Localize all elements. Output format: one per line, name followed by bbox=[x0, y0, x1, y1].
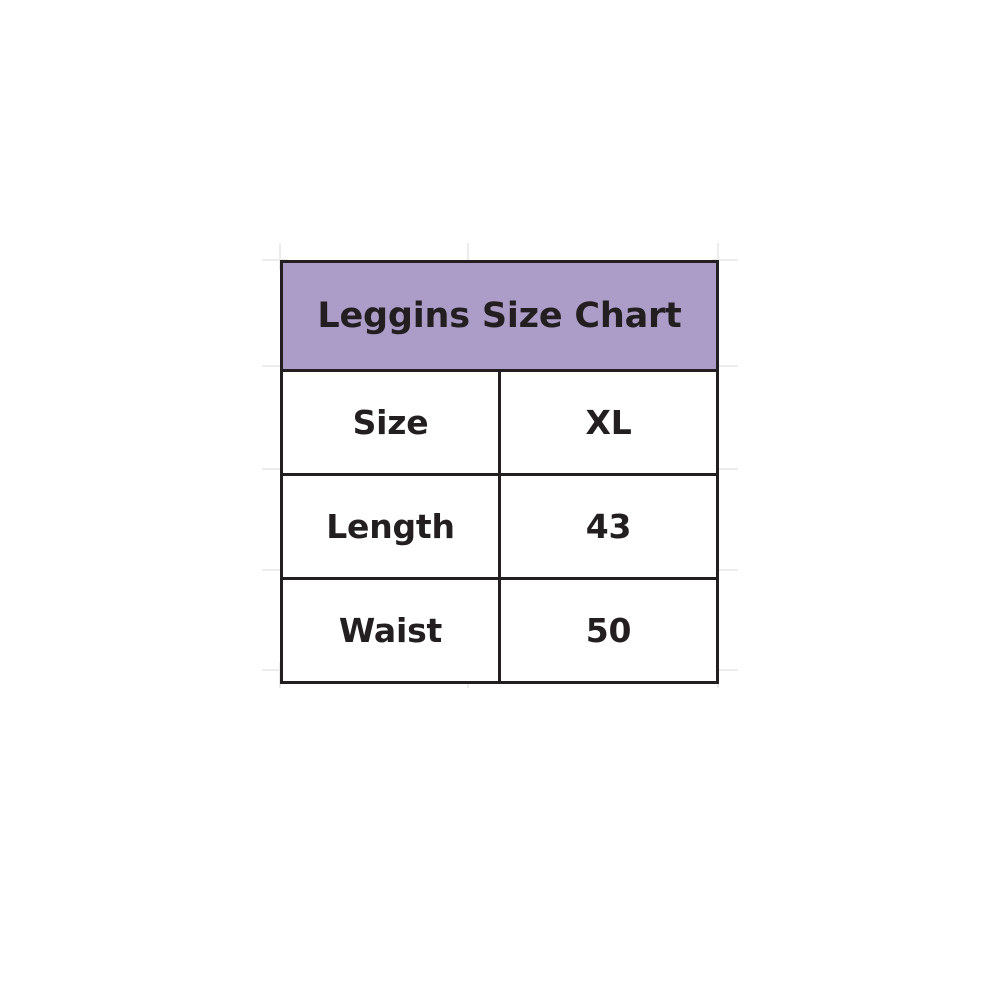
gridline-horizontal-row-2 bbox=[262, 569, 288, 571]
row-label-length: Length bbox=[280, 473, 501, 580]
row-value-size: XL bbox=[498, 369, 719, 476]
gridline-horizontal-row-2-right bbox=[712, 569, 738, 571]
row-label-waist: Waist bbox=[280, 577, 501, 684]
row-value-waist: 50 bbox=[498, 577, 719, 684]
gridline-horizontal-row-1 bbox=[262, 468, 288, 470]
row-value-length: 43 bbox=[498, 473, 719, 580]
gridline-vertical-right bbox=[717, 243, 719, 270]
gridline-horizontal-bottom bbox=[262, 669, 288, 671]
gridline-horizontal-top bbox=[262, 259, 288, 261]
table-row: Length 43 bbox=[280, 473, 719, 580]
gridline-horizontal-bottom-right bbox=[712, 669, 738, 671]
row-label-size: Size bbox=[280, 369, 501, 476]
size-chart-table: Leggins Size Chart Size XL Length 43 Wai… bbox=[280, 260, 719, 684]
chart-title: Leggins Size Chart bbox=[280, 260, 719, 372]
gridline-horizontal-top-right bbox=[712, 259, 738, 261]
gridline-vertical-left bbox=[279, 243, 281, 270]
table-row: Size XL bbox=[280, 369, 719, 476]
table-row: Waist 50 bbox=[280, 577, 719, 684]
gridline-vertical-middle bbox=[467, 243, 469, 270]
gridline-horizontal-header bbox=[262, 365, 288, 367]
gridline-horizontal-header-right bbox=[712, 365, 738, 367]
gridline-horizontal-row-1-right bbox=[712, 468, 738, 470]
table-header-row: Leggins Size Chart bbox=[280, 260, 719, 372]
